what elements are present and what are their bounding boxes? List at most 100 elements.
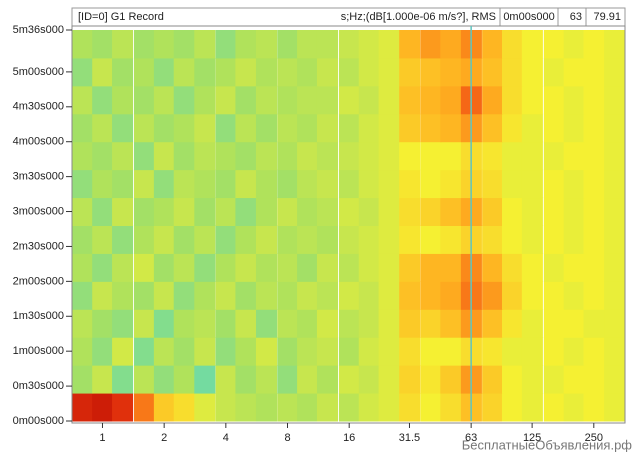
heat-cell bbox=[134, 393, 156, 422]
heat-cell bbox=[134, 281, 156, 310]
heat-cell bbox=[173, 309, 195, 338]
heat-cell bbox=[358, 393, 380, 422]
heat-cell bbox=[277, 169, 299, 199]
heat-cell bbox=[277, 365, 299, 394]
heat-cell bbox=[358, 57, 380, 87]
heat-cell bbox=[92, 365, 114, 394]
heat-cell bbox=[215, 225, 237, 254]
heat-cell bbox=[316, 253, 339, 282]
heat-cell bbox=[501, 337, 524, 366]
heat-cell bbox=[194, 365, 216, 394]
heat-cell bbox=[338, 337, 360, 366]
heat-cell bbox=[134, 57, 156, 87]
heat-cell bbox=[72, 141, 94, 171]
heat-cell bbox=[92, 85, 114, 115]
heat-cell bbox=[583, 197, 605, 226]
heat-cell bbox=[563, 113, 585, 143]
heat-cell bbox=[440, 281, 462, 310]
heat-cell bbox=[235, 337, 257, 366]
y-tick-label: 1m30s000 bbox=[13, 310, 64, 322]
heat-cell bbox=[173, 281, 195, 310]
heat-cell bbox=[153, 281, 175, 310]
x-tick-label: 16 bbox=[343, 432, 355, 444]
heat-cell bbox=[316, 365, 339, 394]
heat-cell bbox=[153, 253, 175, 282]
heat-cell bbox=[338, 309, 360, 338]
heat-cell bbox=[604, 365, 626, 394]
heat-cell bbox=[134, 337, 156, 366]
heat-cell bbox=[92, 30, 114, 59]
heat-cell bbox=[604, 309, 626, 338]
y-tick-label: 3m30s000 bbox=[13, 171, 64, 183]
heat-cell bbox=[112, 141, 134, 171]
heat-cell bbox=[420, 57, 442, 87]
heat-cell bbox=[235, 365, 257, 394]
heat-cell bbox=[72, 197, 94, 226]
heat-cell bbox=[543, 30, 565, 59]
heat-cell bbox=[358, 141, 380, 171]
heat-cell bbox=[420, 393, 442, 422]
heat-cell bbox=[440, 225, 462, 254]
heat-cell bbox=[153, 225, 175, 254]
heat-cell bbox=[338, 113, 360, 143]
heat-cell bbox=[583, 57, 605, 87]
heat-cell bbox=[316, 281, 339, 310]
heat-cell bbox=[112, 393, 134, 422]
heat-cell bbox=[112, 113, 134, 143]
heat-cell bbox=[316, 309, 339, 338]
heat-cell bbox=[173, 365, 195, 394]
heat-cell bbox=[563, 253, 585, 282]
heat-cell bbox=[399, 281, 421, 310]
y-tick-label: 2m00s000 bbox=[13, 275, 64, 287]
heat-cell bbox=[604, 253, 626, 282]
heat-cell bbox=[112, 225, 134, 254]
heat-cell bbox=[215, 113, 237, 143]
heat-cell bbox=[583, 393, 605, 422]
heat-cell bbox=[153, 169, 175, 199]
heat-cell bbox=[112, 169, 134, 199]
heat-cell bbox=[399, 141, 421, 171]
heat-cell bbox=[563, 337, 585, 366]
heat-cell bbox=[543, 393, 565, 422]
heat-cell bbox=[399, 393, 421, 422]
heat-cell bbox=[501, 365, 524, 394]
heat-cell bbox=[277, 141, 299, 171]
heat-cell bbox=[72, 281, 94, 310]
heat-cell bbox=[173, 253, 195, 282]
heat-cell bbox=[420, 281, 442, 310]
heat-cell bbox=[583, 337, 605, 366]
heat-cell bbox=[583, 281, 605, 310]
heat-cell bbox=[173, 225, 195, 254]
y-tick-label: 5m00s000 bbox=[13, 66, 64, 78]
heat-cell bbox=[563, 225, 585, 254]
heat-cell bbox=[420, 309, 442, 338]
heat-cell bbox=[583, 225, 605, 254]
heat-cell bbox=[194, 141, 216, 171]
heat-cell bbox=[543, 197, 565, 226]
heat-cell bbox=[173, 337, 195, 366]
heat-cell bbox=[543, 113, 565, 143]
heat-cell bbox=[297, 253, 319, 282]
heat-cell bbox=[501, 141, 524, 171]
heat-cell bbox=[92, 281, 114, 310]
heat-cell bbox=[543, 337, 565, 366]
heat-cell bbox=[153, 393, 175, 422]
heat-cell bbox=[378, 253, 400, 282]
heat-cell bbox=[134, 85, 156, 115]
heat-cell bbox=[255, 197, 278, 226]
heat-cell bbox=[378, 337, 400, 366]
heat-cell bbox=[72, 169, 94, 199]
heat-cell bbox=[378, 309, 400, 338]
heat-cell bbox=[543, 281, 565, 310]
heat-cell bbox=[420, 169, 442, 199]
heat-cell bbox=[235, 309, 257, 338]
heat-cell bbox=[215, 309, 237, 338]
heat-cell bbox=[92, 337, 114, 366]
heat-cell bbox=[215, 57, 237, 87]
heat-cell bbox=[112, 85, 134, 115]
heat-cell bbox=[420, 225, 442, 254]
heat-cell bbox=[255, 225, 278, 254]
heat-cell bbox=[543, 169, 565, 199]
heat-cell bbox=[358, 85, 380, 115]
heat-cell bbox=[194, 85, 216, 115]
